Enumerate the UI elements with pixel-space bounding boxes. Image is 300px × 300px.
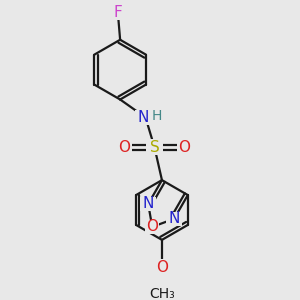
Text: H: H xyxy=(151,109,161,123)
Text: CH₃: CH₃ xyxy=(149,286,175,300)
FancyBboxPatch shape xyxy=(176,140,192,155)
FancyBboxPatch shape xyxy=(135,110,156,125)
Text: F: F xyxy=(113,5,122,20)
FancyBboxPatch shape xyxy=(155,260,169,275)
FancyBboxPatch shape xyxy=(145,220,159,234)
Text: O: O xyxy=(146,219,158,234)
Text: N: N xyxy=(168,212,180,226)
FancyBboxPatch shape xyxy=(117,140,132,155)
FancyBboxPatch shape xyxy=(140,197,156,211)
Text: N: N xyxy=(138,110,149,125)
Text: S: S xyxy=(150,140,159,155)
FancyBboxPatch shape xyxy=(166,212,182,226)
FancyBboxPatch shape xyxy=(110,5,126,20)
Text: N: N xyxy=(142,196,154,211)
Text: O: O xyxy=(118,140,130,155)
FancyBboxPatch shape xyxy=(150,286,174,300)
FancyBboxPatch shape xyxy=(146,140,163,155)
Text: O: O xyxy=(156,260,168,275)
Text: O: O xyxy=(178,140,190,155)
